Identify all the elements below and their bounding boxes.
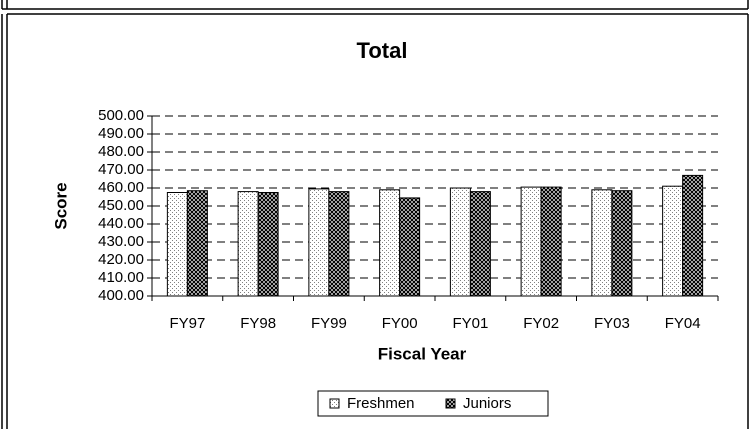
y-tick-label: 420.00 [98, 251, 144, 268]
y-tick-label: 490.00 [98, 125, 144, 142]
bar [186, 190, 208, 297]
bar [328, 191, 350, 297]
x-tick-label: FY03 [594, 315, 630, 332]
y-tick-label: 470.00 [98, 161, 144, 178]
bar [237, 191, 259, 297]
x-tick-label: FY04 [665, 315, 701, 332]
y-tick-label: 480.00 [98, 143, 144, 160]
y-tick-label: 410.00 [98, 269, 144, 286]
y-tick-label: 430.00 [98, 233, 144, 250]
bar [379, 189, 401, 297]
x-tick-label: FY98 [240, 315, 276, 332]
bar [399, 197, 421, 297]
y-tick-label: 400.00 [98, 287, 144, 304]
y-axis-title: Score [51, 182, 70, 229]
legend-swatch [329, 398, 340, 409]
bar [257, 192, 279, 297]
legend-box [317, 390, 549, 417]
x-tick-label: FY01 [452, 315, 488, 332]
bar [540, 186, 562, 297]
x-tick-label: FY99 [311, 315, 347, 332]
legend-swatch [445, 398, 456, 409]
bar [662, 185, 684, 297]
bar [591, 189, 613, 297]
bar [520, 186, 542, 297]
x-tick-label: FY97 [169, 315, 205, 332]
bar [611, 190, 633, 297]
chart-title: Total [357, 38, 408, 63]
bar [166, 192, 188, 297]
legend-label: Juniors [463, 395, 511, 412]
y-tick-label: 450.00 [98, 197, 144, 214]
bar [469, 191, 491, 297]
x-tick-label: FY00 [382, 315, 418, 332]
x-tick-label: FY02 [523, 315, 559, 332]
legend-label: Freshmen [347, 395, 415, 412]
y-tick-label: 460.00 [98, 179, 144, 196]
bar [682, 174, 704, 297]
bar [449, 187, 471, 297]
bar [308, 188, 330, 297]
y-tick-label: 500.00 [98, 107, 144, 124]
x-axis-title: Fiscal Year [378, 344, 467, 363]
y-tick-label: 440.00 [98, 215, 144, 232]
